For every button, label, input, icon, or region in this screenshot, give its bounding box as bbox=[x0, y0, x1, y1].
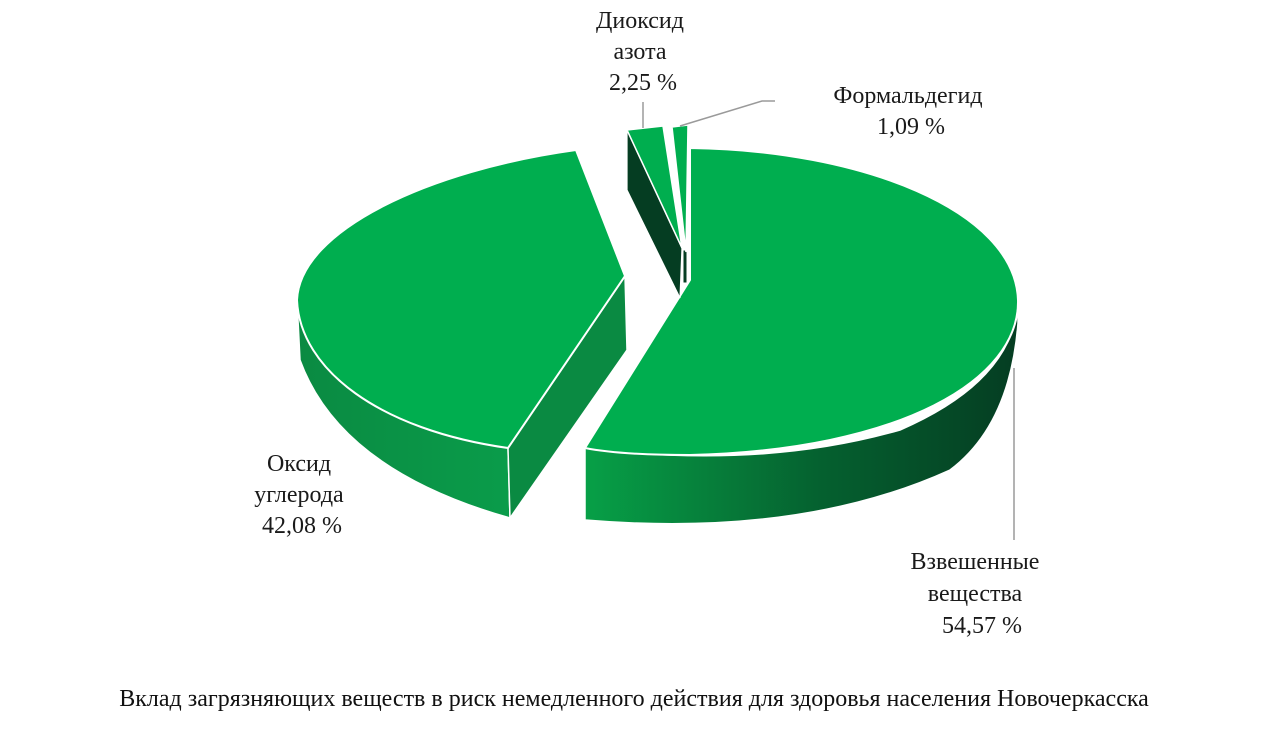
label-nitrogen-dioxide: Диоксид азота 2,25 % bbox=[596, 8, 690, 96]
label-suspended-matter: Взвешенные вещества 54,57 % bbox=[911, 549, 1046, 639]
label-formaldehyde: Формальдегид 1,09 % bbox=[833, 83, 988, 140]
label-carbon-monoxide: Оксид углерода 42,08 % bbox=[254, 451, 349, 539]
label-suspended-matter-line2: вещества bbox=[928, 581, 1023, 607]
slice-formaldehyde-side bbox=[682, 249, 688, 284]
label-formaldehyde-line1: Формальдегид bbox=[833, 83, 982, 109]
slice-carbon-monoxide bbox=[295, 148, 628, 521]
label-carbon-monoxide-line1: Оксид bbox=[267, 451, 331, 477]
label-formaldehyde-value: 1,09 % bbox=[877, 114, 945, 140]
slice-suspended-matter-side bbox=[584, 299, 1019, 525]
slice-nitrogen-dioxide-top bbox=[625, 125, 683, 249]
leader-formaldehyde bbox=[679, 100, 775, 127]
label-nitrogen-dioxide-value: 2,25 % bbox=[609, 70, 677, 96]
slice-nitrogen-dioxide bbox=[625, 125, 683, 299]
slice-suspended-matter bbox=[583, 146, 1020, 525]
label-suspended-matter-line1: Взвешенные bbox=[911, 549, 1040, 575]
slice-formaldehyde bbox=[671, 124, 689, 284]
label-nitrogen-dioxide-line1: Диоксид bbox=[596, 8, 684, 34]
chart-caption: Вклад загрязняющих веществ в риск немедл… bbox=[119, 686, 1149, 712]
slice-carbon-monoxide-top bbox=[295, 148, 627, 450]
label-nitrogen-dioxide-line2: азота bbox=[613, 39, 666, 65]
label-carbon-monoxide-line2: углерода bbox=[254, 482, 344, 508]
label-carbon-monoxide-value: 42,08 % bbox=[262, 513, 342, 539]
slice-suspended-matter-top bbox=[583, 146, 1020, 457]
label-suspended-matter-value: 54,57 % bbox=[942, 613, 1022, 639]
